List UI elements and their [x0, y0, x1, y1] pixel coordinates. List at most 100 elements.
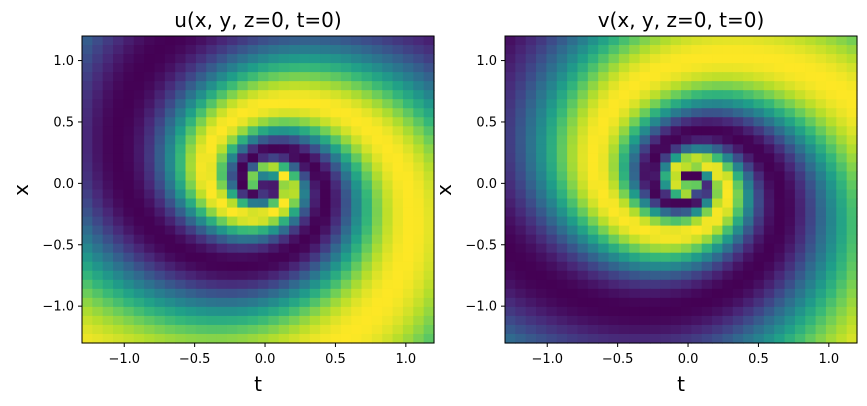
heatmap-cell	[413, 54, 425, 64]
heatmap-cell	[567, 306, 579, 317]
heatmap-cell	[320, 99, 332, 109]
heatmap-cell	[701, 252, 713, 263]
heatmap-cell	[587, 306, 599, 317]
heatmap-cell	[670, 108, 682, 118]
heatmap-cell	[382, 99, 394, 109]
heatmap-cell	[102, 207, 114, 218]
heatmap-cell	[382, 144, 394, 154]
heatmap-cell	[309, 171, 321, 182]
heatmap-cell	[701, 126, 713, 136]
heatmap-cell	[712, 126, 724, 136]
heatmap-cell	[784, 36, 796, 46]
heatmap-cell	[732, 135, 744, 145]
heatmap-cell	[258, 72, 269, 82]
heatmap-cell	[505, 243, 516, 254]
heatmap-cell	[536, 126, 548, 136]
heatmap-cell	[268, 81, 280, 91]
heatmap-cell	[639, 243, 651, 254]
heatmap-cell	[392, 99, 404, 109]
heatmap-cell	[247, 225, 259, 236]
heatmap-cell	[175, 144, 187, 154]
heatmap-cell	[691, 333, 703, 344]
heatmap-cell	[423, 207, 435, 218]
heatmap-cell	[402, 297, 414, 308]
heatmap-cell	[525, 297, 537, 308]
heatmap-cell	[660, 270, 672, 281]
heatmap-cell	[577, 99, 589, 109]
heatmap-cell	[175, 315, 187, 326]
heatmap-cell	[361, 153, 373, 164]
heatmap-cell	[247, 297, 259, 308]
heatmap-cell	[413, 261, 425, 272]
heatmap-cell	[226, 63, 238, 73]
heatmap-cell	[320, 153, 332, 164]
heatmap-cell	[763, 234, 775, 245]
heatmap-cell	[309, 144, 321, 154]
heatmap-cell	[701, 54, 713, 64]
heatmap-cell	[206, 288, 218, 299]
heatmap-cell	[258, 126, 269, 136]
heatmap-cell	[278, 216, 290, 227]
heatmap-cell	[846, 207, 858, 218]
heatmap-cell	[299, 162, 311, 173]
heatmap-cell	[278, 81, 290, 91]
heatmap-cell	[289, 117, 301, 127]
heatmap-cell	[794, 72, 806, 82]
heatmap-cell	[649, 108, 661, 118]
heatmap-cell	[567, 324, 579, 335]
heatmap-cell	[247, 36, 259, 46]
heatmap-cell	[639, 90, 651, 100]
heatmap-cell	[102, 135, 114, 145]
heatmap-cell	[92, 135, 104, 145]
heatmap-cell	[144, 90, 156, 100]
heatmap-cell	[413, 90, 425, 100]
heatmap-cell	[278, 261, 290, 272]
heatmap-cell	[515, 189, 527, 200]
heatmap-cell	[712, 216, 724, 227]
heatmap-cell	[392, 90, 404, 100]
heatmap-cell	[382, 72, 394, 82]
heatmap-cell	[185, 306, 197, 317]
heatmap-cell	[753, 162, 765, 173]
heatmap-cell	[515, 117, 527, 127]
heatmap-cell	[309, 333, 321, 344]
heatmap-cell	[320, 198, 332, 209]
heatmap-cell	[195, 162, 207, 173]
heatmap-cell	[268, 180, 280, 191]
heatmap-cell	[836, 252, 848, 263]
heatmap-cell	[340, 216, 352, 227]
heatmap-cell	[195, 72, 207, 82]
heatmap-cell	[299, 45, 311, 55]
heatmap-cell	[794, 297, 806, 308]
heatmap-cell	[330, 225, 342, 236]
heatmap-cell	[195, 252, 207, 263]
heatmap-cell	[660, 153, 672, 164]
heatmap-cell	[784, 234, 796, 245]
x-axis-label: t	[677, 372, 685, 396]
heatmap-cell	[351, 54, 363, 64]
heatmap-cell	[515, 144, 527, 154]
heatmap-cell	[144, 171, 156, 182]
heatmap-cell	[123, 324, 135, 335]
heatmap-cell	[805, 207, 817, 218]
heatmap-cell	[815, 81, 827, 91]
heatmap-cell	[320, 135, 332, 145]
heatmap-cell	[743, 81, 755, 91]
heatmap-cell	[226, 135, 238, 145]
y-axis-ticks: −1.0−0.50.00.51.0	[465, 54, 505, 315]
heatmap-cell	[577, 90, 589, 100]
heatmap-cell	[330, 162, 342, 173]
heatmap-cell	[712, 189, 724, 200]
heatmap-cell	[102, 171, 114, 182]
heatmap-cell	[320, 90, 332, 100]
heatmap-cell	[608, 54, 620, 64]
heatmap-cell	[598, 72, 610, 82]
heatmap-cell	[505, 81, 516, 91]
heatmap-cell	[732, 270, 744, 281]
heatmap-cell	[701, 45, 713, 55]
heatmap-cell	[794, 90, 806, 100]
heatmap-cell	[237, 234, 249, 245]
heatmap-cell	[722, 279, 734, 290]
heatmap-cell	[649, 171, 661, 182]
heatmap-cell	[629, 117, 641, 127]
